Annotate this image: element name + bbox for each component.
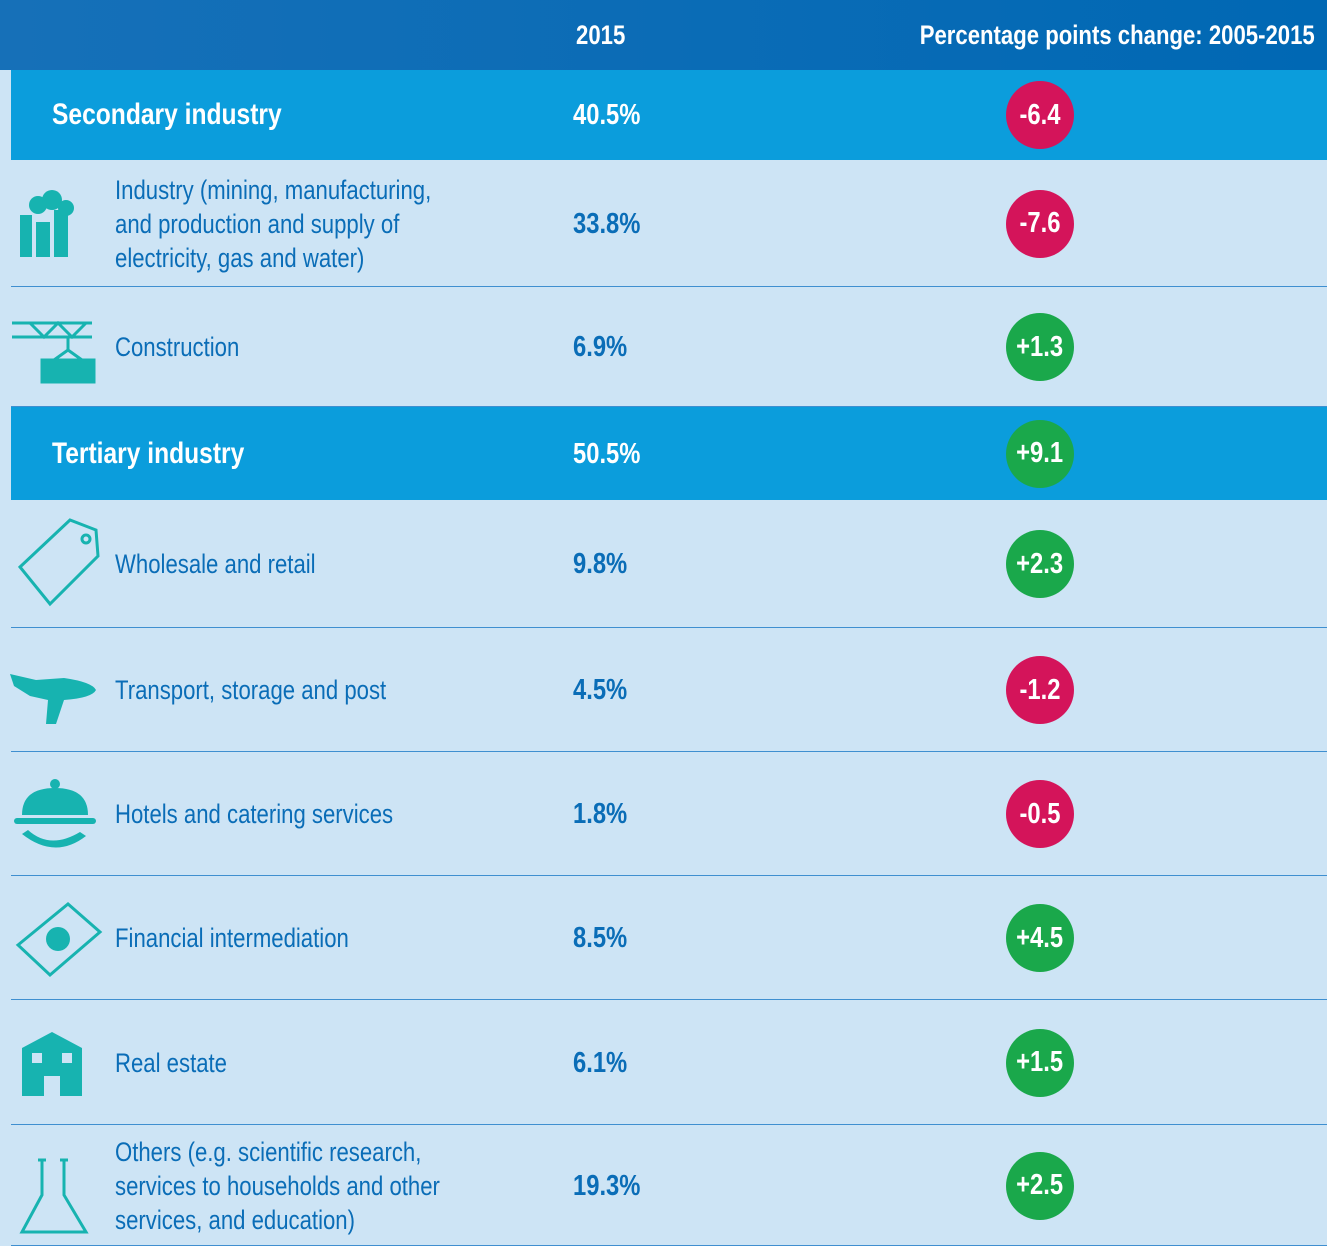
header-row: 2015 Percentage points change: 2005-2015 [0,0,1327,70]
change-badge: +1.5 [1006,1028,1074,1097]
change-value: +1.3 [1016,330,1064,363]
money-icon [15,902,103,978]
change-badge: +1.3 [1006,313,1074,381]
row-label: Wholesale and retail [115,549,316,579]
item-row: Transport, storage and post 4.5% -1.2 [11,628,1327,752]
change-badge: +2.3 [1006,530,1074,598]
row-label: Tertiary industry [52,436,245,470]
change-badge: -1.2 [1006,656,1074,724]
item-row: Financial intermediation 8.5% +4.5 [11,876,1327,1000]
change-value: -6.4 [1019,98,1061,131]
change-value: +2.3 [1016,547,1064,580]
change-value: -1.2 [1019,673,1061,706]
row-label: Financial intermediation [115,923,349,953]
share-value: 1.8% [573,798,628,830]
share-value: 6.9% [573,331,628,363]
share-value: 19.3% [573,1169,641,1202]
change-value: +9.1 [1016,437,1064,469]
item-row: Wholesale and retail 9.8% +2.3 [11,500,1327,628]
item-row: Real estate 6.1% +1.5 [11,1000,1327,1125]
row-label: Secondary industry [52,98,282,131]
factory-icon [20,190,74,257]
row-label: Transport, storage and post [115,675,387,705]
change-badge: -7.6 [1006,189,1074,258]
cloche-icon [14,779,96,848]
change-badge: -6.4 [1006,81,1074,149]
crane-icon [12,320,96,384]
row-label: electricity, gas and water) [115,242,365,273]
change-value: +1.5 [1016,1046,1064,1078]
row-label: Others (e.g. scientific research, [115,1136,422,1167]
change-badge: +4.5 [1006,904,1074,972]
change-value: +2.5 [1016,1169,1064,1201]
flask-icon [19,1158,89,1234]
row-label: Real estate [115,1047,228,1078]
item-row: Hotels and catering services 1.8% -0.5 [11,752,1327,876]
row-label: services to households and other [115,1170,440,1201]
share-value: 33.8% [573,207,641,240]
change-value: -7.6 [1019,207,1061,239]
share-value: 8.5% [573,922,628,954]
item-row: Industry (mining, manufacturing, and prod… [11,160,1327,287]
item-row: Construction 6.9% +1.3 [11,287,1327,407]
sale-tag-icon [17,518,100,607]
plane-icon [10,674,96,724]
row-label: services, and education) [115,1204,355,1235]
header-change: Percentage points change: 2005-2015 [920,20,1315,50]
section-row: Tertiary industry 50.5% +9.1 [11,407,1327,500]
share-value: 9.8% [573,548,628,580]
row-label: Hotels and catering services [115,799,394,829]
header-year: 2015 [576,20,626,50]
share-value: 6.1% [573,1046,628,1079]
share-value: 4.5% [573,674,628,706]
row-label: and production and supply of [115,208,400,239]
share-value: 40.5% [573,99,641,131]
section-row: Secondary industry 40.5% -6.4 [11,70,1327,160]
change-badge: +9.1 [1006,419,1074,488]
share-value: 50.5% [573,437,641,470]
change-value: -0.5 [1019,797,1061,830]
house-icon [22,1032,82,1096]
change-badge: +2.5 [1006,1151,1074,1220]
change-value: +4.5 [1016,921,1064,954]
change-badge: -0.5 [1006,780,1074,848]
row-label: Industry (mining, manufacturing, [115,174,432,205]
row-label: Construction [115,332,240,362]
